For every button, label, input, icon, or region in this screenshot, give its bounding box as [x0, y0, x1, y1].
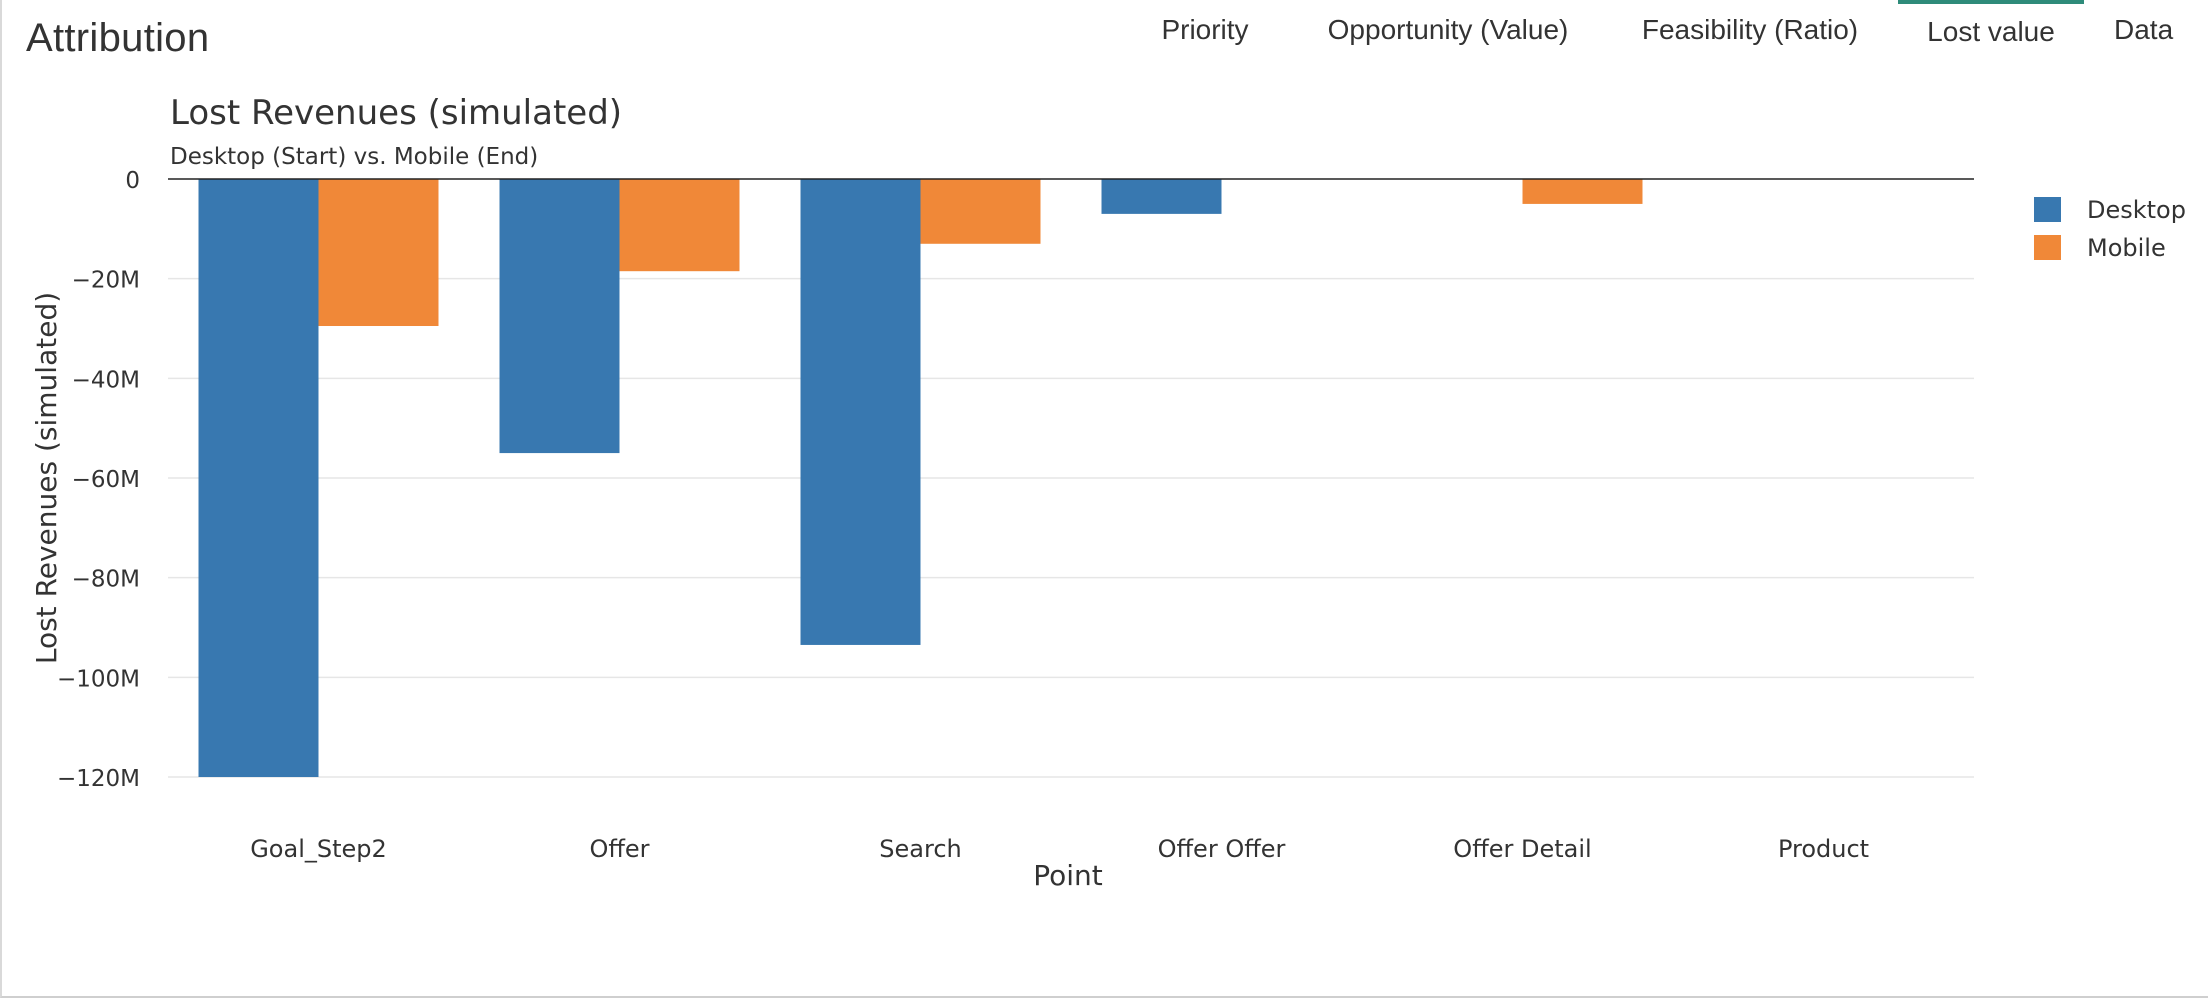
bar-desktop-offer-offer[interactable]: [1101, 179, 1222, 214]
legend-swatch-desktop[interactable]: [2034, 197, 2061, 222]
x-axis-ticks: Goal_Step2 Offer Search Offer Offer Offer De…: [250, 835, 1869, 863]
bar-desktop-search[interactable]: [800, 179, 921, 645]
tab-feasibility-ratio[interactable]: Feasibility (Ratio): [1641, 14, 1859, 45]
tab-data[interactable]: Data: [2114, 14, 2174, 45]
bar-desktop-offer[interactable]: [499, 179, 620, 454]
y-tick-label: −80M: [72, 567, 140, 593]
tab-opportunity-value[interactable]: Opportunity (Value): [1327, 14, 1569, 45]
bar-mobile-offer-detail[interactable]: [1522, 179, 1643, 204]
legend-label-desktop[interactable]: Desktop: [2087, 196, 2186, 224]
tab-lost-value[interactable]: Lost value: [1898, 0, 2084, 60]
x-tick-label: Product: [1778, 835, 1869, 863]
x-tick-label: Goal_Step2: [250, 835, 387, 863]
tab-bar: Priority Opportunity (Value) Feasibility…: [2, 0, 2208, 60]
y-tick-label: −40M: [72, 367, 140, 393]
bar-mobile-goal-step2[interactable]: [318, 179, 439, 327]
bar-desktop-goal-step2[interactable]: [198, 179, 319, 777]
x-tick-label: Offer Detail: [1453, 835, 1591, 863]
tab-priority[interactable]: Priority: [1161, 14, 1249, 45]
x-tick-label: Search: [879, 835, 961, 863]
y-tick-label: −20M: [72, 268, 140, 294]
legend: Desktop Mobile: [2034, 196, 2186, 262]
y-tick-label: −60M: [72, 467, 140, 493]
legend-label-mobile[interactable]: Mobile: [2087, 234, 2166, 262]
x-tick-label: Offer: [589, 835, 649, 863]
x-tick-label: Offer Offer: [1158, 835, 1286, 863]
y-tick-label: 0: [125, 168, 140, 194]
gridlines: [168, 277, 1974, 778]
chart-subtitle: Desktop (Start) vs. Mobile (End): [170, 144, 538, 170]
y-tick-label: −120M: [57, 766, 140, 792]
bar-mobile-offer[interactable]: [619, 179, 740, 272]
chart-title: Lost Revenues (simulated): [170, 93, 622, 133]
page-title: Attribution: [26, 16, 210, 60]
x-axis-title: Point: [1033, 859, 1103, 892]
y-axis-ticks: 0 −20M −40M −60M −80M −100M −120M: [57, 168, 140, 792]
y-axis-title: Lost Revenues (simulated): [30, 292, 63, 664]
legend-swatch-mobile[interactable]: [2034, 235, 2061, 260]
bar-mobile-search[interactable]: [920, 179, 1041, 244]
bars: [198, 179, 1643, 777]
y-tick-label: −100M: [57, 666, 140, 692]
